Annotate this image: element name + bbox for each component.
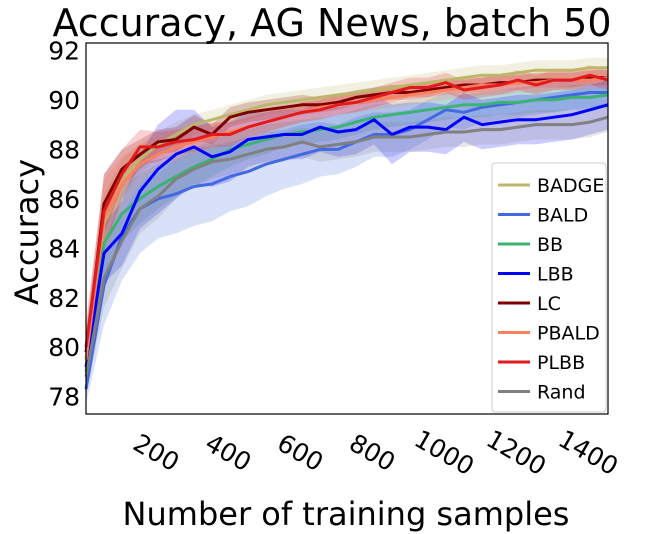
y-axis-label: Accuracy: [8, 159, 46, 305]
x-tick-label: 1200: [481, 424, 551, 481]
series-line-plbb: [84, 73, 609, 348]
legend-label-rand: Rand: [537, 382, 586, 404]
legend-label-lbb: LBB: [537, 264, 574, 286]
y-tick-label: 90: [48, 86, 80, 115]
legend-label-bb: BB: [537, 234, 563, 256]
legend-label-lc: LC: [537, 293, 561, 315]
x-tick-label: 400: [200, 428, 256, 477]
x-tick-label: 800: [344, 428, 400, 477]
x-tick-label: 1400: [553, 424, 623, 481]
plot-frame: [85, 42, 609, 415]
x-tick-label: 200: [128, 428, 184, 477]
y-axis-ticks: 78 80 82 84 86 88 90 92: [48, 36, 80, 411]
legend-label-pbald: PBALD: [537, 323, 600, 345]
band-rand: [86, 102, 608, 395]
x-tick-label: 600: [272, 428, 328, 477]
x-axis-label: Number of training samples: [123, 495, 570, 533]
y-tick-label: 80: [48, 333, 80, 362]
y-tick-label: 88: [48, 135, 80, 164]
band-plbb: [86, 65, 608, 373]
series-line-bb: [84, 93, 609, 373]
legend: BADGE BALD BB LBB LC PBALD PLBB Rand: [491, 162, 607, 413]
legend-label-bald: BALD: [537, 205, 588, 227]
y-tick-label: 82: [48, 284, 80, 313]
legend-box: [491, 162, 607, 413]
series-line-badge: [84, 66, 608, 360]
legend-label-badge: BADGE: [537, 175, 604, 197]
band-bb: [86, 82, 608, 390]
y-tick-label: 86: [48, 185, 80, 214]
legend-label-plbb: PLBB: [537, 352, 585, 374]
series-lines: [84, 66, 609, 390]
y-tick-label: 84: [48, 234, 80, 263]
series-line-rand: [84, 115, 609, 378]
y-tick-label: 78: [48, 383, 80, 412]
x-axis-ticks: 200 400 600 800 1000 1200 1400: [128, 424, 623, 481]
series-line-lbb: [84, 103, 609, 368]
band-bald: [86, 77, 608, 405]
y-tick-label: 92: [48, 36, 80, 65]
band-pbald: [86, 67, 608, 385]
chart-title: Accuracy, AG News, batch 50: [52, 1, 611, 45]
x-tick-label: 1000: [409, 424, 479, 481]
